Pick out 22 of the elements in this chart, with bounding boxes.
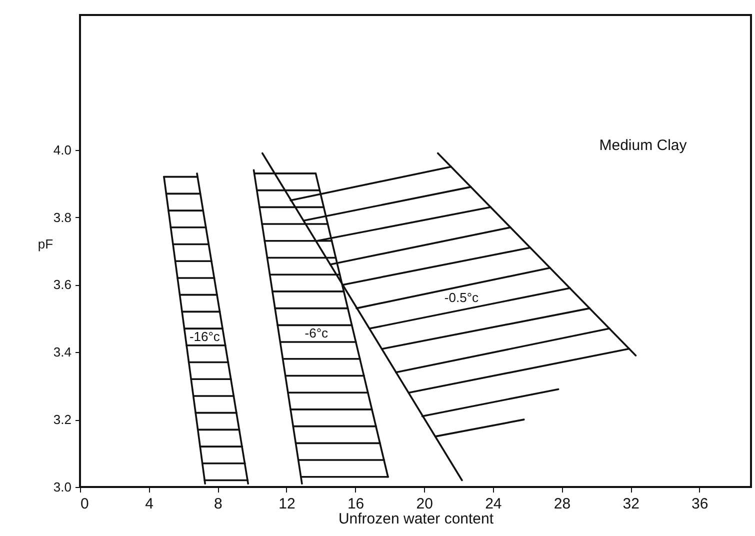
- series-label: -0.5°c: [444, 290, 480, 306]
- y-tick-label: 3.8: [53, 210, 72, 225]
- x-tick-label: 8: [214, 496, 222, 512]
- x-tick-label: 16: [347, 496, 364, 512]
- x-tick-label: 28: [554, 496, 571, 512]
- x-tick-label: 36: [692, 496, 708, 512]
- x-tick-label: 12: [278, 496, 296, 512]
- x-tick-label: 32: [622, 496, 640, 512]
- y-tick-label: 3.4: [53, 344, 72, 360]
- y-axis-title: pF: [38, 236, 54, 252]
- x-tick-label: 24: [485, 496, 502, 512]
- x-axis-title: Unfrozen water content: [338, 510, 494, 528]
- x-tick-label: 4: [145, 496, 154, 512]
- series-label: -6°c: [304, 326, 329, 341]
- y-tick-label: 3.0: [53, 480, 72, 494]
- y-tick-label: 4.0: [53, 142, 72, 158]
- series-label: -16°c: [189, 328, 220, 344]
- x-tick-label: 20: [416, 496, 433, 512]
- x-tick-label: 0: [80, 496, 89, 512]
- annotation: Medium Clay: [599, 137, 688, 154]
- y-tick-label: 3.2: [53, 412, 72, 428]
- y-tick-label: 3.6: [53, 277, 72, 292]
